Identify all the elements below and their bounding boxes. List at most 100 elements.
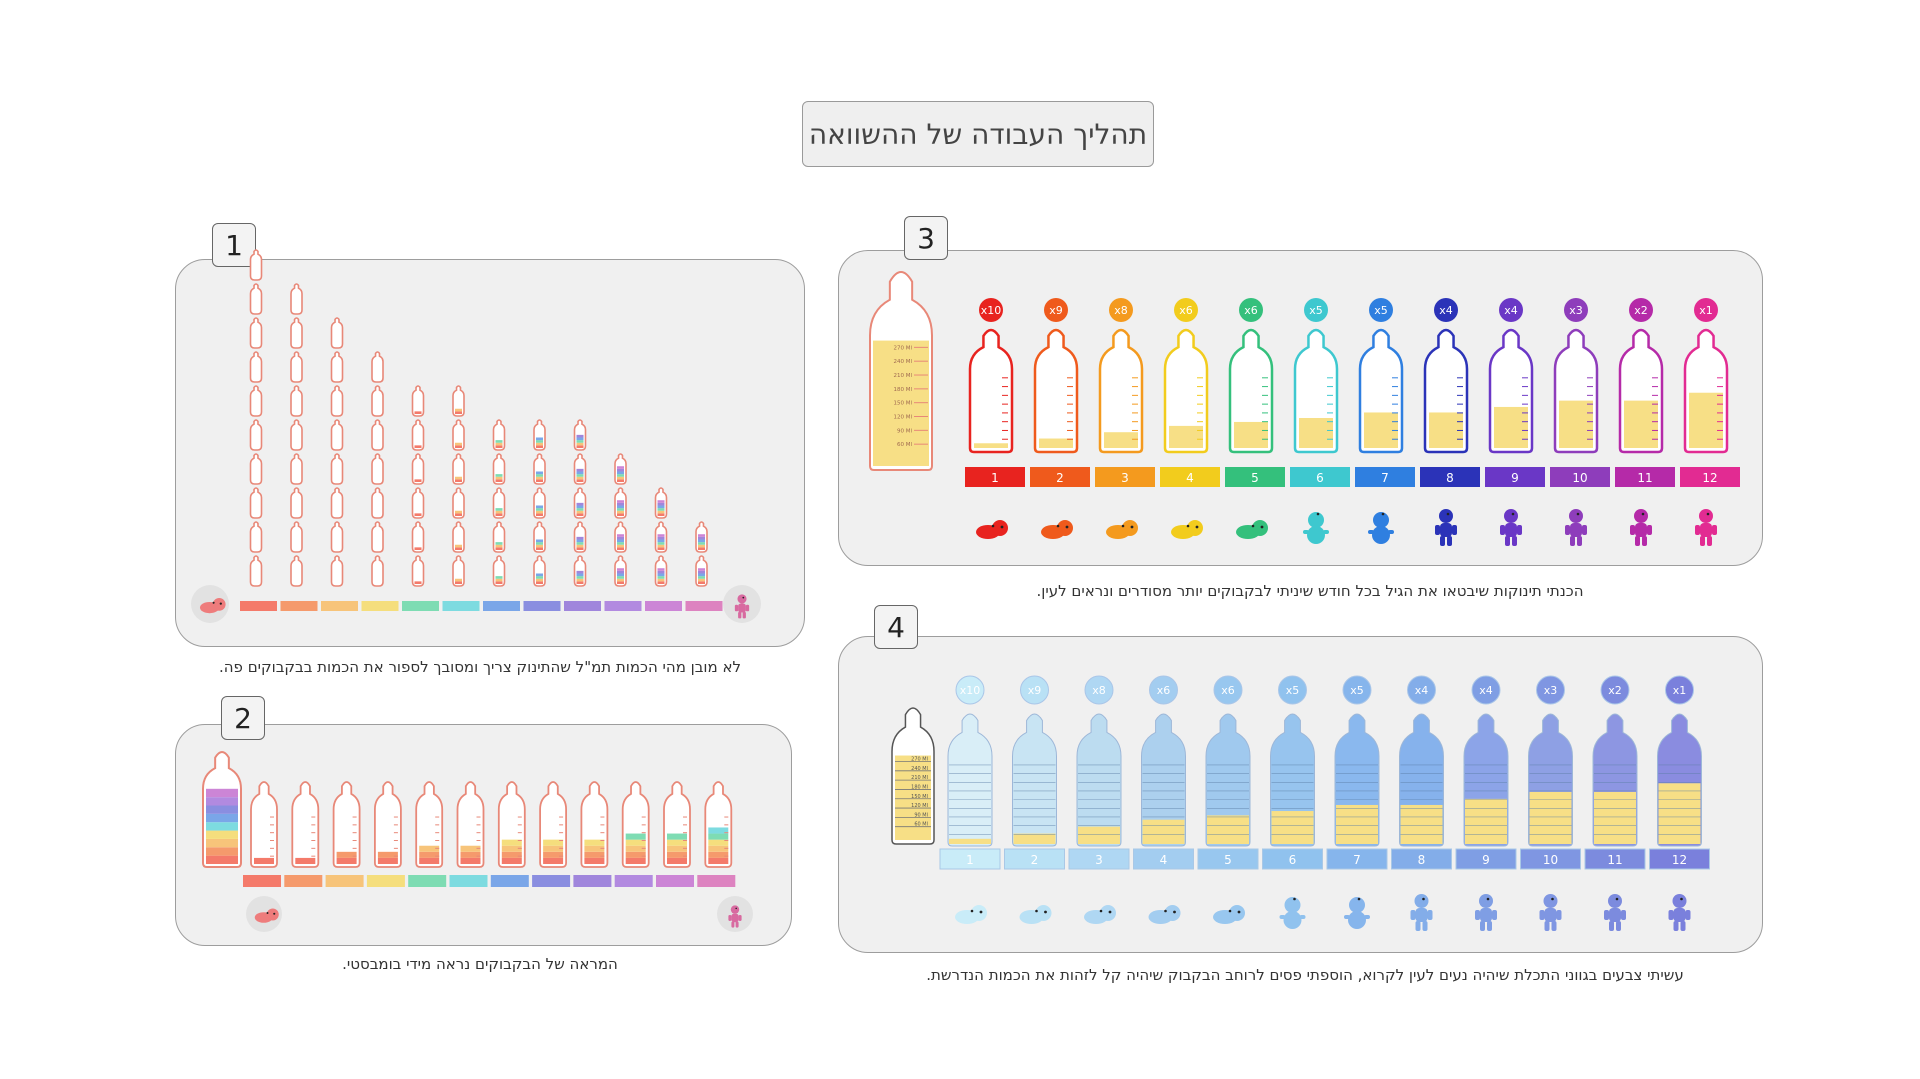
panel-3-month-button-9 [1485,467,1545,487]
panel-1-bottle-m10-2 [614,521,627,553]
panel-1-bottle-m6-4 [452,453,465,485]
panel-3-baby-11 [1630,509,1652,546]
panel-4-month-button-10 [1520,848,1581,870]
panel-3-caption: הכנתי תינוקות שיבטאו את הגיל בכל חודש שי… [1036,582,1584,600]
panel-4-month-button-4 [1133,848,1194,870]
panel-1-bottle-m10-3 [614,487,627,519]
panel-3-multiplier-circle-11 [1629,298,1653,322]
panel-4-scale-label: 240 Ml [911,766,928,772]
panel-3-scale-label: 120 Ml [893,415,912,421]
panel-4-scale-label: 60 Ml [914,822,928,828]
panel-3-bottle-4 [1163,328,1209,454]
panel-3-baby-10 [1565,509,1587,546]
panel-4-multiplier-label-10: x3 [1544,684,1558,697]
panel-2-month-bar-2 [284,875,323,887]
panel-3-multiplier-circle-2 [1044,298,1068,322]
panel-1-month-bar-9 [564,601,601,611]
panel-4-bottle-9 [1463,713,1509,847]
panel-3-multiplier-circle-8 [1434,298,1458,322]
panel-1-bottle-m2-5 [290,419,303,451]
panel-4-multiplier-circle-1 [955,675,985,705]
panel-1-bottle-m5-3 [411,487,425,519]
panel-3-scale-label: 180 Ml [893,387,912,393]
panel-3-bottle-7 [1358,328,1404,454]
panel-1-month-bar-10 [604,601,642,611]
panel-3-baby-1 [976,520,1008,539]
panel-3-multiplier-label-9: x4 [1504,304,1518,317]
panel-1-month-bar-7 [483,601,520,611]
panel-4-multiplier-circle-6 [1278,675,1307,705]
panel-4-baby-11 [1604,894,1626,931]
panel-3-bottle-9 [1488,328,1534,454]
panel-1-bottle-m8-2 [533,521,546,553]
panel-1-bottle-m3-1 [330,555,344,587]
panel-1-bottle-m7-5 [492,419,506,451]
panel-1-bottle-m7-4 [492,453,506,485]
panel-1-bottle-m5-4 [411,453,425,485]
panel-3-month-button-3 [1095,467,1155,487]
panel-3-multiplier-label-11: x2 [1634,304,1648,317]
panel-1-bottle-m4-5 [371,419,384,451]
panel-4-bottle-10 [1528,713,1573,847]
panel-4-multiplier-label-1: x10 [960,684,981,697]
panel-3-month-button-2 [1030,467,1090,487]
panel-4-scale-label: 90 Ml [914,812,928,818]
panel-1-month-bar-1 [240,601,277,611]
panel-4-baby-10 [1539,894,1562,931]
panel-1-bottle-m9-5 [573,419,587,451]
panel-1-bottle-m1-1 [249,555,263,587]
panel-3-bottle-5 [1228,328,1274,454]
panel-1-bottle-m4-1 [371,555,384,587]
panel-4-multiplier-label-11: x2 [1608,684,1622,697]
panel-4-multiplier-circle-8 [1407,675,1436,705]
panel-4-month-button-12 [1649,848,1710,870]
panel-1-bottle-m2-7 [290,351,303,383]
panel-4-multiplier-circle-2 [1020,675,1049,705]
panel-4-bottle-3 [1076,713,1122,847]
panel-3-multiplier-circle-3 [1109,298,1133,322]
panel-1-month-bar-12 [685,601,723,611]
panel-3-multiplier-label-10: x3 [1569,304,1583,317]
panel-1-bottle-m1-4 [249,453,263,485]
panel-3-month-button-8 [1420,467,1480,487]
panel-3-baby-7 [1368,512,1394,544]
panel-3-bottle-11 [1618,328,1664,454]
panel-3-bottle-1 [968,328,1014,454]
panel-3-baby-8 [1435,509,1457,546]
panel-1-bottle-m3-5 [330,419,344,451]
panel-4-multiplier-circle-7 [1342,675,1372,705]
panel-3-multiplier-circle-6 [1304,298,1328,322]
panel-4-month-label-11: 11 [1607,853,1622,867]
panel-1-bottle-m8-3 [533,487,546,519]
panel-1-bottle-m2-6 [290,385,303,417]
panel-2-bottle-1 [250,781,278,868]
panel-2-month-bar-3 [325,875,364,887]
panel-2-month-bar-1 [243,875,281,887]
panel-2-bottle-2 [291,781,320,868]
panel-2-month-bar-8 [532,875,571,887]
panel-2-bottle-8 [539,781,567,868]
panel-3-multiplier-label-3: x8 [1114,304,1128,317]
panel-1-bottle-m1-8 [249,317,263,349]
panel-1-bottle-m6-1 [452,555,465,587]
panel-3-multiplier-circle-10 [1564,298,1588,322]
panel-3-month-label-10: 10 [1572,471,1587,485]
panel-4-multiplier-circle-11 [1600,675,1630,705]
panel-1-bottle-m7-2 [492,521,506,553]
panel-4-baby-7 [1344,897,1370,929]
panel-1-bottle-m5-1 [411,555,425,587]
panel-4-multiplier-label-9: x4 [1479,684,1493,697]
panel-1-bottle-m4-3 [371,487,384,519]
panel-3-month-button-1 [965,467,1025,487]
panel-3-month-button-10 [1550,467,1610,487]
panel-1-bottle-m3-4 [330,453,344,485]
panel-1-month-bar-5 [402,601,439,611]
panel-3-bottle-6 [1293,328,1339,454]
panel-3-number: 3 [904,216,948,260]
panel-3-bottle-10 [1553,328,1599,454]
panel-2-baby-end-icon [728,905,742,928]
panel-1-bottle-m4-2 [371,521,384,553]
panel-4-month-label-5: 5 [1224,853,1232,867]
